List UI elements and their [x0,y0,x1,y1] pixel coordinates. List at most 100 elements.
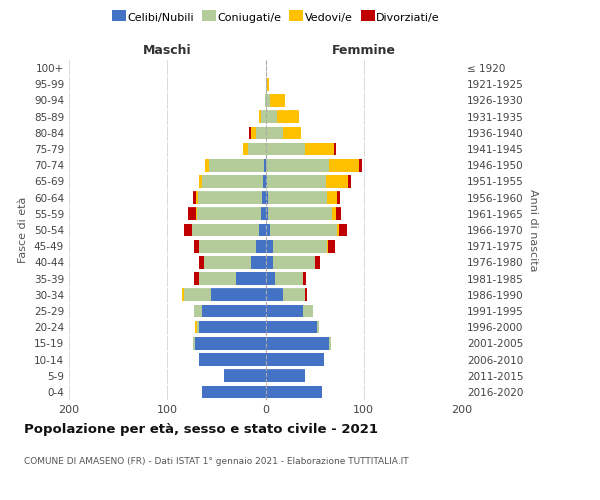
Bar [265,370,305,382]
Bar [329,337,331,349]
Bar [262,192,265,204]
Bar [198,192,262,204]
Bar [265,208,268,220]
Bar [265,272,275,285]
Bar [193,337,195,349]
Bar [251,256,265,268]
Bar [195,321,197,334]
Bar [263,159,265,172]
Bar [251,126,256,139]
Bar [202,304,265,318]
Bar [196,208,197,220]
Bar [195,337,265,349]
Bar [265,224,271,236]
Bar [194,240,199,252]
Bar [184,288,211,301]
Bar [337,192,340,204]
Bar [265,386,322,398]
Bar [265,256,274,268]
Bar [336,208,341,220]
Bar [328,192,337,204]
Bar [193,192,196,204]
Bar [199,321,265,334]
Bar [209,159,263,172]
Bar [265,321,317,334]
Bar [268,192,328,204]
Bar [277,110,299,123]
Bar [265,304,303,318]
Bar [184,224,192,236]
Bar [256,240,265,252]
Bar [314,256,320,268]
Bar [268,175,326,188]
Y-axis label: Fasce di età: Fasce di età [19,197,28,263]
Bar [260,110,265,123]
Bar [332,208,336,220]
Bar [265,110,277,123]
Bar [334,142,336,156]
Bar [337,224,339,236]
Bar [263,175,265,188]
Bar [339,224,347,236]
Legend: Celibi/Nubili, Coniugati/e, Vedovi/e, Divorziati/e: Celibi/Nubili, Coniugati/e, Vedovi/e, Di… [108,8,444,27]
Bar [194,272,199,285]
Bar [317,321,319,334]
Bar [265,353,325,366]
Bar [305,288,307,301]
Bar [211,288,265,301]
Text: Femmine: Femmine [332,44,396,57]
Bar [259,224,265,236]
Bar [202,175,263,188]
Bar [265,94,271,107]
Bar [196,192,198,204]
Text: Maschi: Maschi [143,44,191,57]
Bar [249,126,251,139]
Bar [268,208,332,220]
Bar [305,142,334,156]
Bar [265,159,329,172]
Bar [328,240,335,252]
Bar [359,159,362,172]
Bar [265,288,283,301]
Bar [260,208,265,220]
Bar [303,304,313,318]
Bar [202,386,265,398]
Bar [271,224,337,236]
Bar [303,272,306,285]
Bar [194,304,202,318]
Bar [265,142,305,156]
Text: Popolazione per età, sesso e stato civile - 2021: Popolazione per età, sesso e stato civil… [24,422,378,436]
Bar [265,192,268,204]
Bar [199,240,256,252]
Bar [182,288,184,301]
Bar [265,240,274,252]
Bar [348,175,351,188]
Bar [203,256,251,268]
Bar [283,126,301,139]
Bar [256,126,265,139]
Bar [199,272,236,285]
Bar [236,272,265,285]
Bar [265,337,329,349]
Bar [199,175,202,188]
Bar [188,208,196,220]
Bar [268,78,269,90]
Bar [197,321,199,334]
Bar [224,370,265,382]
Bar [275,272,303,285]
Bar [326,175,348,188]
Bar [271,94,285,107]
Bar [329,159,359,172]
Bar [192,224,259,236]
Bar [283,288,305,301]
Bar [265,126,283,139]
Bar [274,240,328,252]
Bar [274,256,314,268]
Bar [199,256,203,268]
Text: COMUNE DI AMASENO (FR) - Dati ISTAT 1° gennaio 2021 - Elaborazione TUTTITALIA.IT: COMUNE DI AMASENO (FR) - Dati ISTAT 1° g… [24,458,409,466]
Bar [248,142,265,156]
Bar [265,78,268,90]
Bar [243,142,248,156]
Bar [197,208,260,220]
Bar [199,353,265,366]
